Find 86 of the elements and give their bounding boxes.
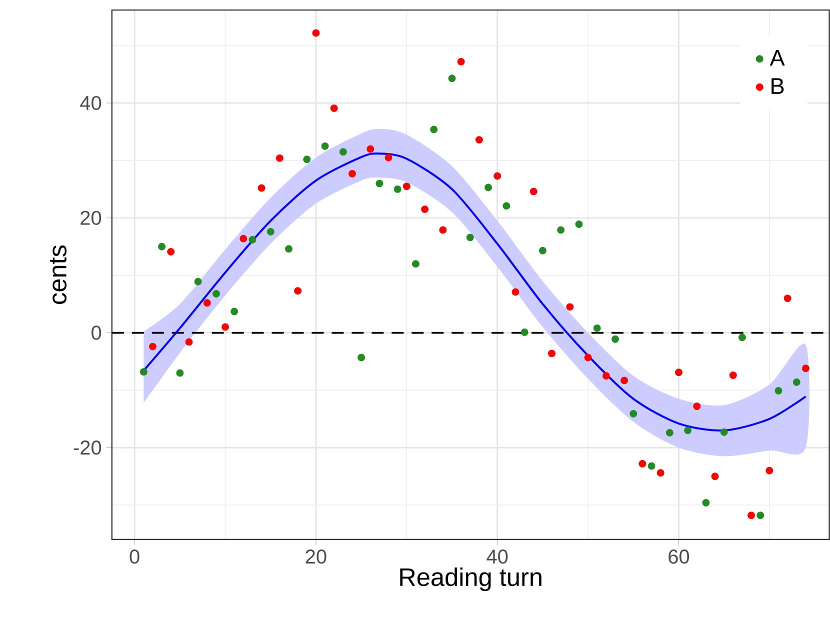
point	[802, 364, 810, 372]
point	[548, 349, 556, 357]
point	[185, 338, 193, 346]
point	[538, 246, 546, 254]
point	[602, 372, 610, 380]
point	[593, 324, 601, 332]
point	[520, 328, 528, 336]
y-tick-label: -20	[74, 440, 102, 454]
point	[512, 288, 520, 296]
point	[402, 182, 410, 190]
point	[684, 426, 692, 434]
x-tick-label: 60	[668, 549, 690, 564]
point	[312, 29, 320, 36]
point	[702, 498, 710, 506]
point	[693, 402, 701, 410]
x-tick-label: 20	[306, 549, 326, 564]
point	[421, 205, 429, 213]
point	[158, 242, 166, 250]
point	[148, 342, 156, 350]
point	[248, 236, 256, 244]
point	[756, 511, 764, 519]
point	[530, 188, 538, 195]
point	[330, 104, 338, 112]
point	[266, 228, 274, 236]
point	[566, 302, 574, 310]
point	[339, 148, 347, 156]
point	[738, 333, 746, 341]
point	[194, 278, 202, 286]
point	[176, 369, 184, 376]
y-tick-label: 40	[80, 96, 102, 110]
point	[394, 185, 402, 193]
point	[240, 234, 248, 242]
point	[502, 202, 510, 210]
point	[230, 308, 238, 316]
point	[575, 220, 583, 228]
point	[494, 172, 502, 180]
point	[484, 184, 492, 191]
point	[748, 511, 756, 519]
point	[258, 184, 266, 192]
x-axis-title: Reading turn	[400, 567, 542, 591]
point	[792, 378, 800, 386]
y-tick-label: 0	[92, 325, 102, 340]
point	[203, 298, 211, 306]
point	[612, 335, 619, 343]
point	[466, 233, 474, 241]
point	[557, 226, 565, 234]
point	[784, 294, 792, 302]
point	[584, 354, 592, 361]
point	[448, 74, 456, 82]
point	[285, 244, 292, 252]
point	[167, 248, 175, 256]
point	[212, 290, 220, 298]
point	[294, 286, 302, 294]
point	[366, 145, 374, 152]
x-tick-label: 40	[486, 549, 508, 564]
legend-label: B	[772, 78, 784, 94]
point	[766, 466, 774, 474]
point	[630, 410, 638, 418]
point	[475, 136, 483, 144]
y-tick-label: 20	[80, 210, 102, 225]
point	[303, 155, 311, 163]
point	[222, 323, 230, 331]
point	[648, 462, 656, 470]
point	[457, 58, 465, 66]
legend-label: A	[770, 50, 785, 66]
point	[348, 170, 356, 178]
point	[430, 126, 438, 133]
point	[774, 386, 782, 394]
point	[720, 428, 728, 436]
point	[711, 472, 719, 480]
point	[140, 368, 148, 376]
point	[666, 428, 674, 436]
x-tick-label: 0	[130, 549, 140, 564]
point	[384, 154, 392, 162]
point	[321, 142, 329, 150]
point	[376, 179, 384, 187]
point	[412, 260, 420, 268]
point	[358, 354, 366, 361]
point	[729, 371, 737, 379]
point	[638, 460, 646, 468]
point	[656, 468, 664, 476]
point	[674, 368, 682, 376]
point	[439, 226, 447, 234]
point	[276, 154, 284, 162]
point	[620, 376, 628, 384]
y-axis-title: cents	[50, 245, 67, 304]
